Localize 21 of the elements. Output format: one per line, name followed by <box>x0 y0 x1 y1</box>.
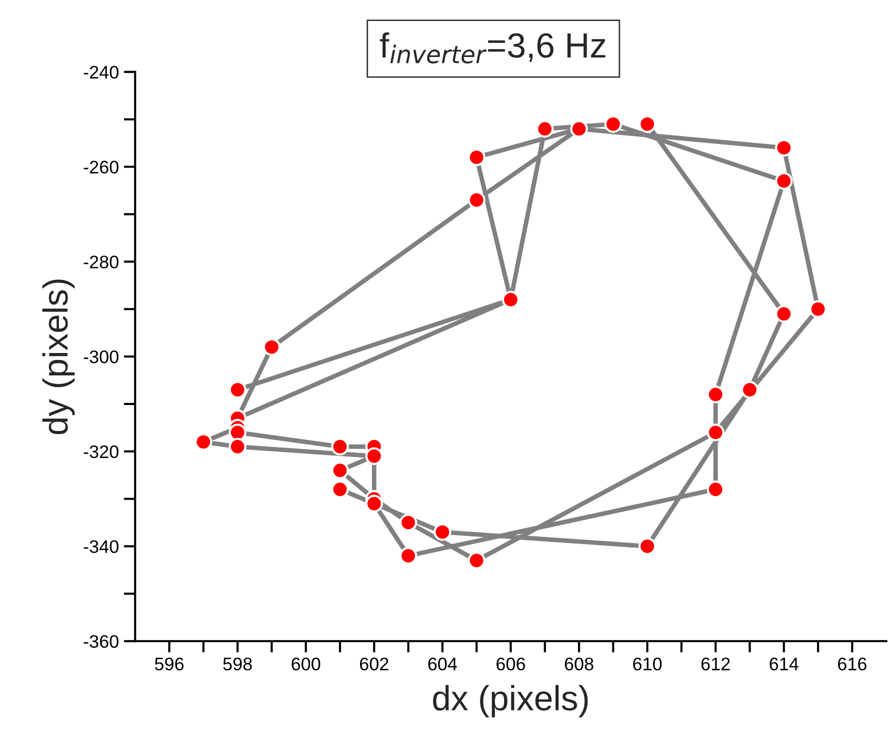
x-tick-label: 600 <box>292 658 320 670</box>
y-axis-title: dy (pixels) <box>42 280 75 434</box>
x-tick-label: 606 <box>496 658 525 670</box>
x-tick-label: 602 <box>360 658 388 670</box>
x-tick-label: 596 <box>154 658 184 670</box>
y-tick-label: -240 <box>84 66 118 79</box>
x-tick-label: 616 <box>838 658 866 670</box>
y-tick-label: -300 <box>84 350 118 364</box>
y-tick-label: -280 <box>84 256 118 268</box>
x-tick-label: 608 <box>564 658 594 670</box>
y-tick-label: -360 <box>84 635 118 648</box>
x-tick-label: 604 <box>428 658 457 670</box>
y-tick-label: -340 <box>84 540 118 553</box>
y-tick-label: -260 <box>84 160 118 174</box>
chart-title: f$_{inverter}$=3,6 Hz <box>380 32 606 64</box>
x-axis-title: dx (pixels) <box>433 685 588 718</box>
x-tick-label: 598 <box>223 658 252 670</box>
x-tick-label: 612 <box>701 658 730 670</box>
x-tick-label: 614 <box>770 658 798 670</box>
x-tick-label: 610 <box>633 658 662 670</box>
y-tick-label: -320 <box>84 445 118 458</box>
